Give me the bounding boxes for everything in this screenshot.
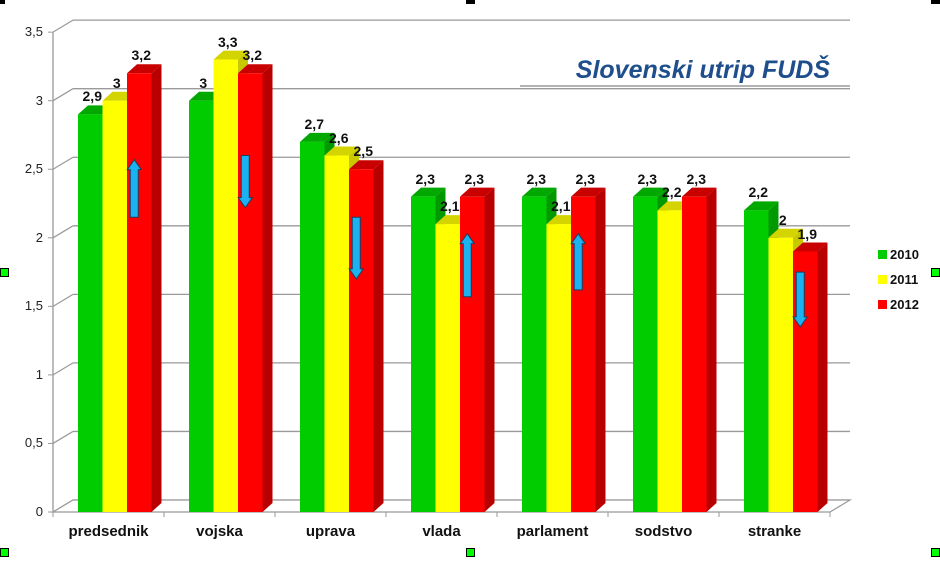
bar xyxy=(213,59,238,512)
data-value-label: 3,2 xyxy=(131,47,151,64)
resize-handle-top[interactable] xyxy=(466,0,475,4)
data-value-label: 2,3 xyxy=(686,170,706,187)
legend-label: 2010 xyxy=(890,247,919,262)
legend-swatch-2010 xyxy=(878,250,887,259)
trend-arrow-up-icon xyxy=(126,158,143,218)
x-axis-category-label: vojska xyxy=(196,523,243,540)
y-axis-tick-label: 1 xyxy=(35,366,43,382)
bar xyxy=(300,141,325,512)
data-value-label: 2,1 xyxy=(551,198,571,215)
resize-handle-bottom[interactable] xyxy=(466,548,475,557)
x-axis-category-label: uprava xyxy=(305,523,356,540)
bar xyxy=(522,196,547,513)
bar xyxy=(744,210,769,512)
trend-arrow-down-icon xyxy=(792,271,809,328)
legend-item-2012: 2012 xyxy=(878,292,919,317)
x-axis-category-label: predsednik xyxy=(68,523,149,540)
data-value-label: 2,3 xyxy=(415,170,435,187)
trend-arrow-up-icon xyxy=(570,232,587,291)
resize-handle-top-left[interactable] xyxy=(0,0,5,4)
bar xyxy=(411,196,436,513)
data-value-label: 2,3 xyxy=(575,170,595,187)
bar xyxy=(546,224,571,512)
legend-label: 2012 xyxy=(890,297,919,312)
y-axis-tick-label: 0,5 xyxy=(24,435,43,451)
data-value-label: 3 xyxy=(199,74,208,91)
data-value-label: 2,7 xyxy=(304,115,324,132)
data-value-label: 3 xyxy=(112,74,121,91)
bar xyxy=(102,100,127,512)
legend-swatch-2012 xyxy=(878,300,887,309)
resize-handle-right[interactable] xyxy=(931,268,940,277)
x-axis-category-label: vlada xyxy=(422,523,461,540)
bar xyxy=(768,237,793,513)
data-value-label: 1,9 xyxy=(797,225,817,242)
data-value-label: 2,9 xyxy=(82,88,102,105)
legend-item-2010: 2010 xyxy=(878,242,919,267)
bar xyxy=(127,73,152,512)
legend-swatch-2011 xyxy=(878,275,887,284)
resize-handle-bottom-left[interactable] xyxy=(0,548,9,557)
chart-title: Slovenski utrip FUDŠ xyxy=(575,56,830,84)
data-value-label: 3,2 xyxy=(242,47,262,64)
data-value-label: 2,6 xyxy=(329,129,349,146)
x-axis-category-label: stranke xyxy=(747,523,802,540)
trend-arrow-down-icon xyxy=(237,155,254,209)
bar xyxy=(657,210,682,512)
y-axis-tick-label: 1,5 xyxy=(24,298,43,314)
trend-arrow-down-icon xyxy=(348,216,365,280)
legend-label: 2011 xyxy=(890,272,919,287)
data-value-label: 2 xyxy=(778,211,787,228)
legend: 2010 2011 2012 xyxy=(878,242,919,317)
bar xyxy=(324,155,349,513)
y-axis-tick-label: 2,5 xyxy=(24,161,43,177)
data-value-label: 2,2 xyxy=(662,184,682,201)
bar xyxy=(238,73,263,512)
bar xyxy=(633,196,658,513)
data-value-label: 2,5 xyxy=(353,143,373,160)
data-value-label: 2,3 xyxy=(637,170,657,187)
y-axis-tick-label: 2 xyxy=(35,229,43,245)
bar xyxy=(78,114,103,512)
resize-handle-left[interactable] xyxy=(0,268,9,277)
resize-handle-bottom-right[interactable] xyxy=(931,548,940,557)
y-axis-tick-label: 3 xyxy=(35,92,43,108)
legend-item-2011: 2011 xyxy=(878,267,919,292)
x-axis-category-label: parlament xyxy=(516,523,589,540)
data-value-label: 2,1 xyxy=(440,198,460,215)
data-value-label: 2,3 xyxy=(526,170,546,187)
x-axis-category-label: sodstvo xyxy=(634,523,693,540)
data-value-label: 2,3 xyxy=(464,170,484,187)
bar xyxy=(435,224,460,512)
trend-arrow-up-icon xyxy=(459,232,476,298)
y-axis-tick-label: 0 xyxy=(35,504,43,519)
data-value-label: 3,3 xyxy=(218,33,238,50)
resize-handle-top-right[interactable] xyxy=(931,0,940,4)
bar xyxy=(189,100,214,512)
bar xyxy=(682,196,707,513)
y-axis-tick-label: 3,5 xyxy=(24,24,43,40)
data-value-label: 2,2 xyxy=(748,184,768,201)
